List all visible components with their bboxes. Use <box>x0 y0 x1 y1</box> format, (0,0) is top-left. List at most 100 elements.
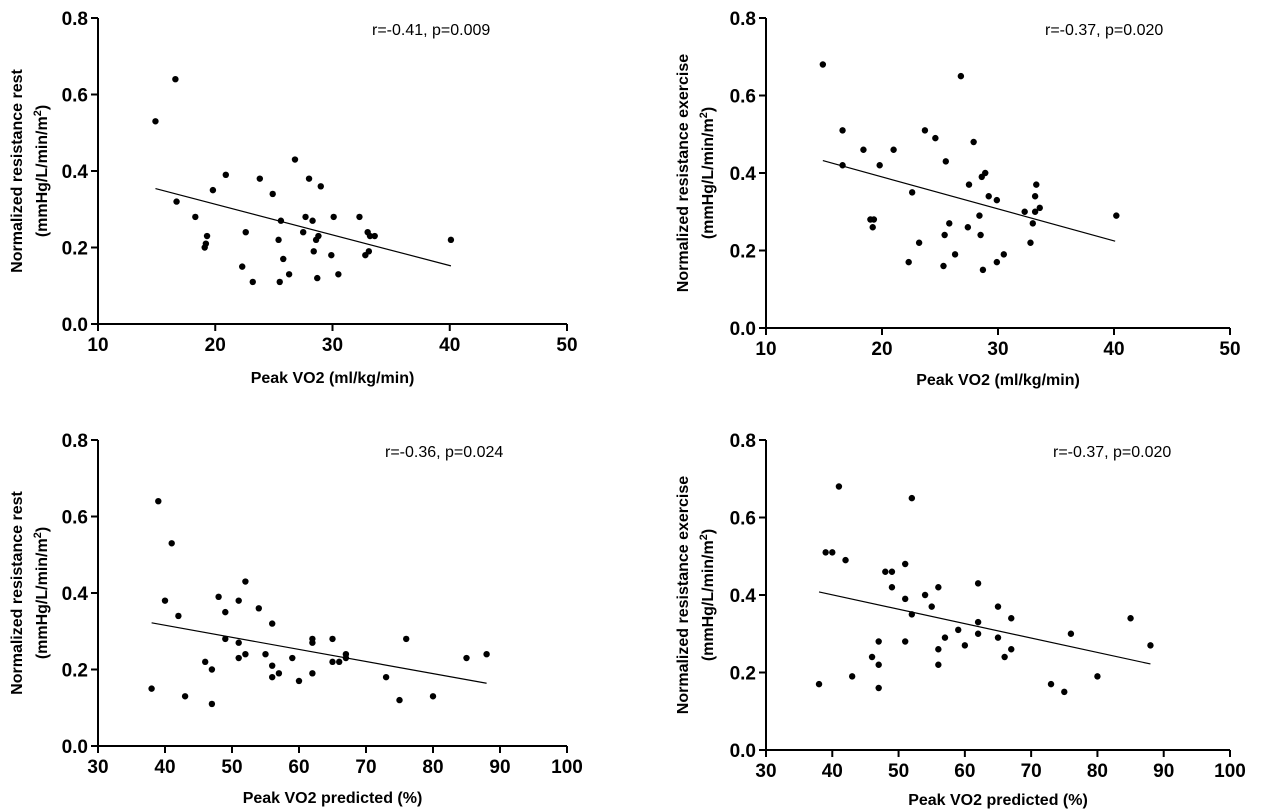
data-point <box>342 654 350 662</box>
data-point <box>299 229 307 236</box>
data-point <box>280 255 287 263</box>
data-point <box>993 196 1001 204</box>
x-tick-label: 80 <box>422 757 443 778</box>
x-tick-label: 50 <box>1219 339 1240 360</box>
x-tick-label: 30 <box>322 335 343 356</box>
data-point <box>902 595 909 603</box>
data-point <box>870 216 878 223</box>
x-tick-label: 30 <box>755 761 776 782</box>
data-point <box>309 639 316 646</box>
data-point <box>941 634 949 641</box>
y-tick-label: 0.6 <box>730 509 756 530</box>
y-tick-label: 0.2 <box>62 661 88 682</box>
data-point <box>839 127 846 134</box>
data-point <box>329 635 336 643</box>
y-axis-title-line1: Normalized resistance exercise <box>675 476 692 714</box>
data-point <box>161 597 169 604</box>
data-point <box>269 620 276 627</box>
data-point <box>921 127 929 134</box>
x-axis-title: Peak VO2 (ml/kg/min) <box>916 372 1080 389</box>
data-point <box>1033 181 1040 188</box>
data-point <box>242 651 249 658</box>
scatter-panel: 0.0 0.2 0.4 0.6 0.8 30 40 50 60 70 80 90 100 Peak VO2… <box>675 431 1246 809</box>
scatter-panel: 0.0 0.2 0.4 0.6 0.8 10 20 30 40 50 Peak VO2 (ml/kg… <box>675 9 1241 389</box>
data-point <box>835 483 843 490</box>
data-point <box>985 193 992 200</box>
data-point <box>209 186 217 194</box>
data-point <box>993 258 1001 266</box>
data-point <box>888 584 896 591</box>
data-point <box>255 605 262 612</box>
data-point <box>941 231 948 239</box>
data-point <box>822 549 829 556</box>
data-point <box>148 685 155 692</box>
data-point <box>305 175 313 182</box>
data-point <box>888 568 896 575</box>
data-point <box>876 162 883 169</box>
data-point <box>239 263 246 270</box>
y-axis-title-line1: Normalized resistance exercise <box>675 54 692 292</box>
data-point <box>202 658 209 666</box>
data-point <box>1036 204 1043 212</box>
correlation-annotation: r=-0.36, p=0.024 <box>385 444 503 461</box>
data-point <box>152 118 159 125</box>
x-tick-label: 30 <box>987 339 1008 360</box>
data-point <box>935 646 942 653</box>
data-point <box>396 696 403 704</box>
data-point <box>1127 615 1134 622</box>
y-axis-unit-superscript: 2 <box>32 532 44 538</box>
data-point <box>235 654 242 662</box>
data-point <box>192 213 199 221</box>
data-point <box>1008 615 1015 622</box>
data-point <box>330 213 337 221</box>
y-axis-title-line2: (mmHg/L/min/m2) <box>32 105 51 237</box>
x-tick-label: 40 <box>154 757 175 778</box>
regression-line <box>151 622 487 684</box>
x-tick-label: 40 <box>439 335 460 356</box>
data-point <box>932 134 939 142</box>
y-tick-label: 0.4 <box>62 584 89 605</box>
data-point <box>957 72 965 80</box>
y-tick-label: 0.4 <box>730 164 757 185</box>
data-point <box>203 232 211 240</box>
x-tick-label: 30 <box>87 757 108 778</box>
x-axis-title: Peak VO2 predicted (%) <box>243 790 423 807</box>
data-point <box>289 654 296 662</box>
data-point <box>908 611 916 618</box>
data-point <box>275 236 282 244</box>
x-tick-label: 90 <box>489 757 510 778</box>
y-axis-unit-close: ) <box>700 107 717 112</box>
regression-line <box>818 591 1151 665</box>
y-axis-title-line2: (mmHg/L/min/m2) <box>32 527 51 659</box>
x-tick-label: 50 <box>221 757 242 778</box>
y-tick-label: 0.0 <box>730 741 756 762</box>
data-point <box>1021 208 1028 215</box>
data-point <box>848 673 856 680</box>
data-point <box>829 549 836 556</box>
data-point <box>256 175 264 182</box>
y-axis-unit-close: ) <box>34 105 51 110</box>
x-tick-label: 20 <box>205 335 226 356</box>
y-tick-label: 0.6 <box>62 86 88 107</box>
data-point <box>202 240 210 247</box>
y-tick-label: 0.8 <box>62 9 88 30</box>
data-point <box>935 584 942 591</box>
data-point <box>961 642 969 649</box>
scatter-panel: 0.0 0.2 0.4 0.6 0.8 30 40 50 60 70 80 90 100 Peak VO2… <box>9 431 583 807</box>
data-point <box>1067 630 1075 637</box>
data-point <box>295 677 303 685</box>
y-tick-label: 0.6 <box>62 508 88 529</box>
data-point <box>902 638 909 645</box>
x-tick-label: 10 <box>755 339 776 360</box>
y-tick-label: 0.2 <box>730 664 756 685</box>
x-axis-title: Peak VO2 predicted (%) <box>908 792 1088 809</box>
data-point <box>974 618 982 626</box>
data-point <box>310 248 317 255</box>
y-axis-unit-superscript: 2 <box>698 534 710 540</box>
data-point <box>382 673 390 681</box>
data-point <box>928 603 935 610</box>
y-axis-title-line1: Normalized resistance rest <box>9 69 26 273</box>
data-point <box>447 236 455 244</box>
x-tick-label: 100 <box>551 757 583 778</box>
data-point <box>976 212 983 219</box>
